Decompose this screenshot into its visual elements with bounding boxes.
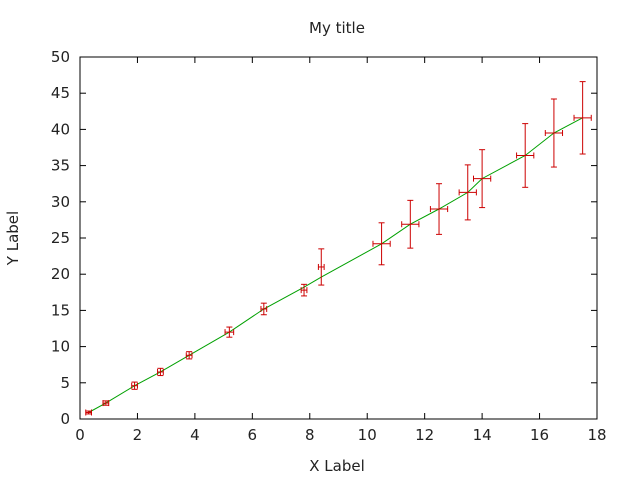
data-point xyxy=(472,149,492,209)
y-tick-label: 0 xyxy=(60,410,70,428)
data-point xyxy=(317,248,325,286)
data-point xyxy=(185,351,193,360)
data-point xyxy=(429,183,449,235)
data-point xyxy=(85,409,92,416)
x-tick-label: 2 xyxy=(133,426,143,444)
data-point xyxy=(224,326,235,338)
y-axis-label: Y Label xyxy=(4,211,22,266)
errorbar-layer xyxy=(85,81,592,416)
x-tick-label: 10 xyxy=(358,426,377,444)
data-point xyxy=(458,164,477,221)
chart-title: My title xyxy=(309,19,365,37)
data-point xyxy=(401,199,420,249)
y-tick-label: 50 xyxy=(51,48,70,66)
x-tick-label: 4 xyxy=(190,426,200,444)
x-tick-label: 16 xyxy=(530,426,549,444)
y-tick-label: 35 xyxy=(51,157,70,175)
x-tick-label: 12 xyxy=(415,426,434,444)
y-tick-label: 10 xyxy=(51,338,70,356)
x-axis-label: X Label xyxy=(309,457,365,475)
x-tick-label: 8 xyxy=(305,426,315,444)
y-tick-label: 30 xyxy=(51,193,70,211)
data-point xyxy=(157,367,164,377)
y-tick-label: 5 xyxy=(60,374,70,392)
y-tick-label: 45 xyxy=(51,84,70,102)
axis-ticks: 0 2 4 6 8 10 12 14 16 18 0 5 10 15 20 25 30 35 40 45 50 xyxy=(51,48,607,444)
y-tick-label: 40 xyxy=(51,120,70,138)
data-point xyxy=(102,400,110,407)
x-tick-label: 0 xyxy=(75,426,85,444)
x-tick-label: 14 xyxy=(473,426,492,444)
x-tick-label: 6 xyxy=(248,426,258,444)
x-tick-label: 18 xyxy=(587,426,606,444)
data-point xyxy=(516,123,535,188)
y-tick-label: 20 xyxy=(51,265,70,283)
data-point xyxy=(544,98,564,168)
data-point xyxy=(260,302,268,316)
data-point xyxy=(300,283,308,297)
y-tick-label: 15 xyxy=(51,301,70,319)
y-tick-label: 25 xyxy=(51,229,70,247)
data-point xyxy=(573,81,592,155)
plot-frame xyxy=(79,56,598,420)
data-point xyxy=(131,381,138,390)
data-point xyxy=(372,222,391,266)
